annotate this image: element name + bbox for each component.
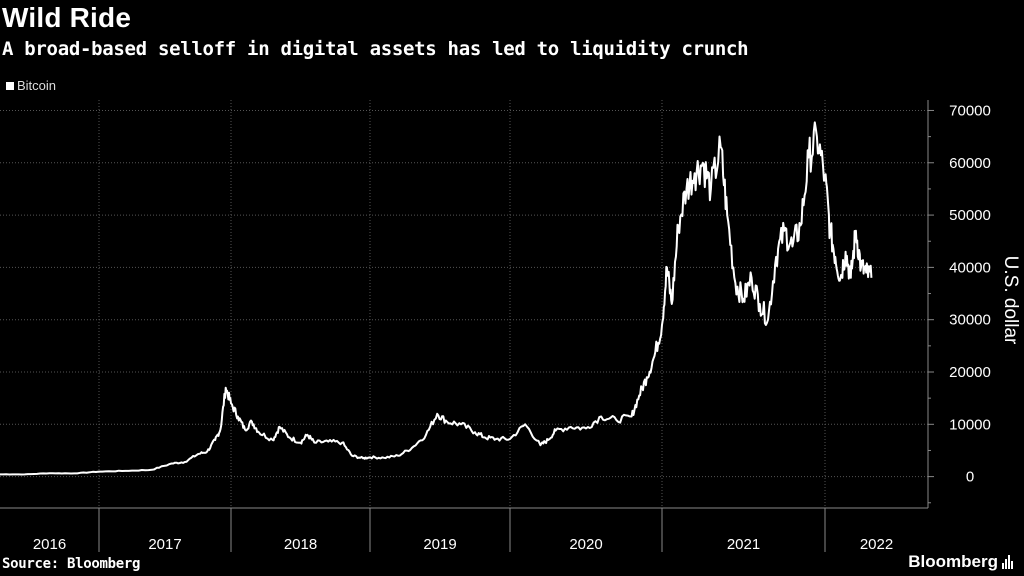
series-line-bitcoin (0, 121, 873, 476)
xtick-label-2021: 2021 (727, 536, 760, 553)
y-axis-title: U.S. dollar (1000, 256, 1021, 345)
xtick-label-2018: 2018 (284, 536, 317, 553)
ytick-label-30000: 30000 (949, 312, 991, 329)
ytick-label-0: 0 (966, 469, 974, 486)
bloomberg-logo: Bloomberg (908, 552, 1014, 572)
ytick-label-60000: 60000 (949, 155, 991, 172)
xtick-label-2020: 2020 (569, 536, 602, 553)
xtick-label-2017: 2017 (148, 536, 181, 553)
ytick-label-10000: 10000 (949, 416, 991, 433)
bloomberg-bars-icon (1002, 555, 1014, 569)
ytick-label-40000: 40000 (949, 259, 991, 276)
ytick-label-20000: 20000 (949, 364, 991, 381)
xtick-label-2019: 2019 (423, 536, 456, 553)
ytick-label-50000: 50000 (949, 207, 991, 224)
ytick-label-70000: 70000 (949, 102, 991, 119)
legend-swatch-bitcoin (6, 81, 14, 90)
legend: Bitcoin (6, 78, 56, 93)
brand-text: Bloomberg (908, 552, 998, 571)
legend-label-bitcoin: Bitcoin (17, 78, 57, 93)
xtick-label-2016: 2016 (33, 536, 66, 553)
chart-title: Wild Ride (2, 2, 132, 33)
xtick-label-2022: 2022 (860, 536, 893, 553)
source-note: Source: Bloomberg (2, 556, 141, 572)
chart-subtitle: A broad-based selloff in digital assets … (2, 38, 749, 60)
